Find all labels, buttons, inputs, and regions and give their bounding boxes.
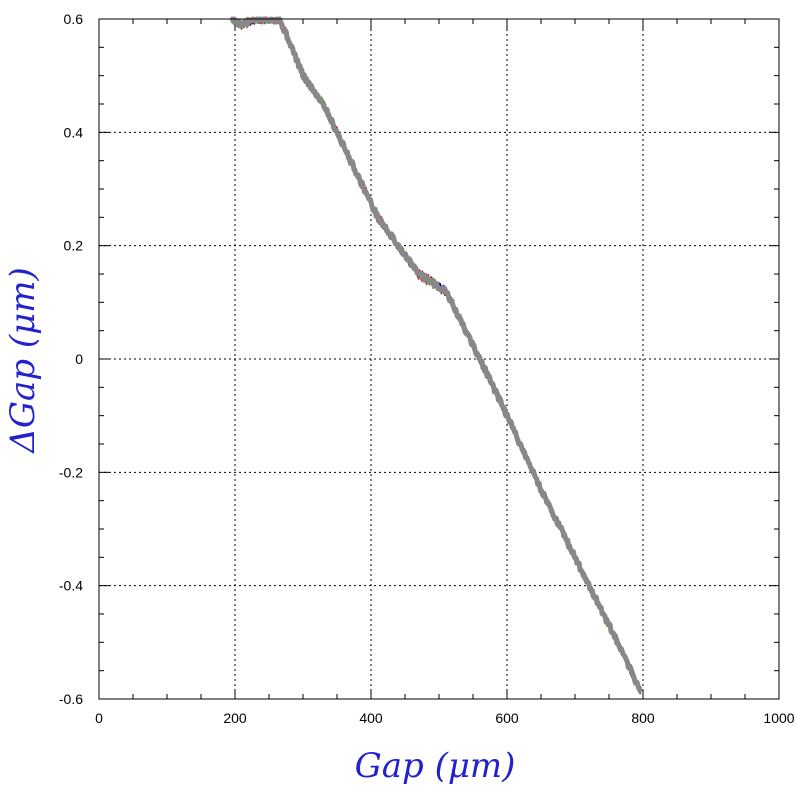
series-line xyxy=(230,18,642,693)
series-group xyxy=(229,16,643,695)
y-tick-label: 0.4 xyxy=(64,124,84,140)
series-line xyxy=(229,16,643,695)
series-line xyxy=(231,18,642,695)
y-tick-labels: -0.6 -0.4 -0.2 0 0.2 0.4 0.6 xyxy=(59,11,83,707)
x-tick-label: 800 xyxy=(631,710,655,726)
y-axis-label: ΔGap (μm) xyxy=(3,267,43,454)
y-tick-label: -0.4 xyxy=(59,578,83,594)
x-tick-labels: 0 200 400 600 800 1000 xyxy=(95,710,795,726)
series-line xyxy=(231,18,642,694)
x-tick-label: 400 xyxy=(359,710,383,726)
x-tick-label: 0 xyxy=(95,710,103,726)
y-tick-label: 0.2 xyxy=(64,238,84,254)
y-tick-label: 0 xyxy=(75,351,83,367)
x-tick-label: 1000 xyxy=(763,710,794,726)
plot-frame xyxy=(98,18,780,700)
x-tick-label: 600 xyxy=(495,710,519,726)
y-tick-label: 0.6 xyxy=(64,11,84,27)
x-axis-label: Gap (μm) xyxy=(355,746,516,786)
y-tick-label: -0.6 xyxy=(59,691,83,707)
x-tick-label: 200 xyxy=(223,710,247,726)
y-tick-label: -0.2 xyxy=(59,464,83,480)
grid-lines xyxy=(99,19,779,699)
